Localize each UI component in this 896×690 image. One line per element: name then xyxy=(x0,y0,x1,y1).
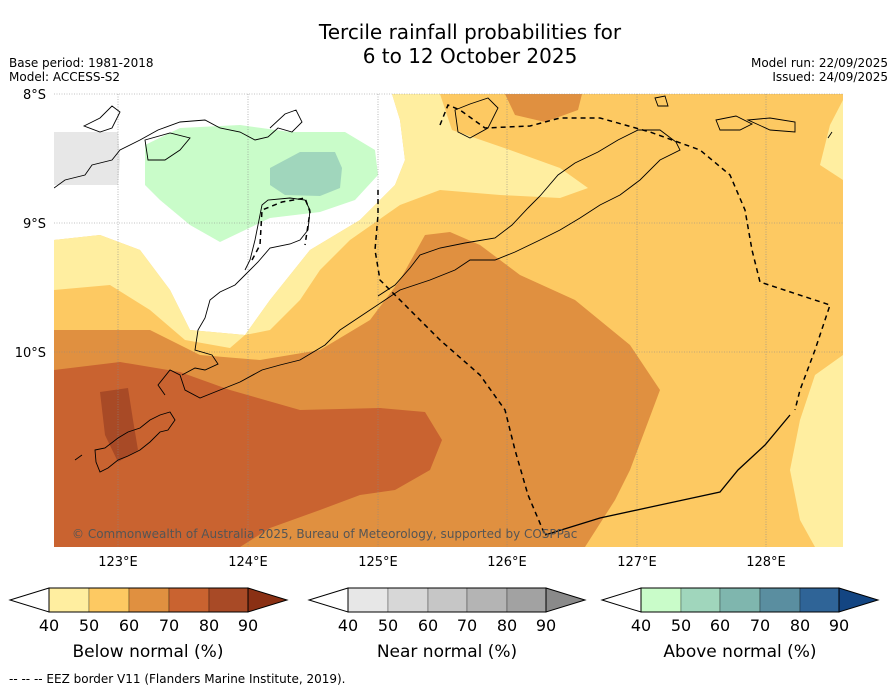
lon-label-123e: 123°E xyxy=(98,555,138,570)
lat-label-8s: 8°S xyxy=(23,88,46,103)
copyright-text: © Commonwealth of Australia 2025, Bureau… xyxy=(72,527,577,541)
colorbar-below-tick: 70 xyxy=(159,616,179,635)
colorbar-near-label: Near normal (%) xyxy=(377,642,517,662)
lat-label-9s: 9°S xyxy=(23,217,46,232)
field-below-40-50-west xyxy=(54,235,245,348)
lon-label-125e: 125°E xyxy=(358,555,398,570)
field-near-40-50 xyxy=(54,132,120,185)
colorbar-below-tick: 50 xyxy=(79,616,99,635)
lon-label-128e: 128°E xyxy=(746,555,786,570)
colorbar-below: 40 50 60 70 80 90 Below normal (%) xyxy=(8,587,289,662)
colorbar-above-swatch xyxy=(759,587,801,613)
colorbar-below-label: Below normal (%) xyxy=(73,642,224,662)
coast-flores-alor xyxy=(54,105,303,189)
colorbar-near-tick: 80 xyxy=(497,616,517,635)
meta-left: Base period: 1981-2018 Model: ACCESS-S2 xyxy=(9,56,154,84)
field-below-60-70-north xyxy=(505,94,582,122)
lon-label-126e: 126°E xyxy=(487,555,527,570)
colorbar-above-tick: 60 xyxy=(710,616,730,635)
colorbar-near-swatch xyxy=(347,587,389,613)
colorbar-below-swatch xyxy=(168,587,210,613)
coast-wetar xyxy=(454,97,499,139)
coastlines xyxy=(54,95,833,473)
footer-eez-note: -- -- -- EEZ border V11 (Flanders Marine… xyxy=(9,672,346,686)
colorbar-above-tick: 70 xyxy=(750,616,770,635)
colorbar-near-swatch xyxy=(466,587,508,613)
colorbar-below-swatch xyxy=(88,587,130,613)
colorbar-near-swatch xyxy=(387,587,429,613)
map-title: Tercile rainfall probabilities for 6 to … xyxy=(0,20,896,68)
meta-right: Model run: 22/09/2025 Issued: 24/09/2025 xyxy=(751,56,888,84)
colorbar-above-tick: 90 xyxy=(829,616,849,635)
eez-solid-segment xyxy=(544,414,791,536)
field-below-40-50 xyxy=(245,94,588,335)
colorbar-near-arrow-right xyxy=(545,587,587,613)
coast-rote xyxy=(74,411,176,473)
colorbar-near-tick: 50 xyxy=(378,616,398,635)
model-run: Model run: 22/09/2025 xyxy=(750,56,888,70)
field-above-50-60 xyxy=(270,152,342,196)
coast-timor-north xyxy=(181,197,311,376)
issued-date: Issued: 24/09/2025 xyxy=(772,70,888,84)
colorbar-below-tick: 90 xyxy=(238,616,258,635)
colorbar-below-tick: 60 xyxy=(119,616,139,635)
colorbar-below-arrow-left xyxy=(8,587,50,613)
eez-border xyxy=(251,104,831,536)
gridlines xyxy=(54,93,843,547)
colorbar-near-swatch xyxy=(427,587,468,613)
colorbar-above-tick: 40 xyxy=(631,616,651,635)
colorbar-above-swatch xyxy=(640,587,682,613)
colorbar-below-tick: 80 xyxy=(199,616,219,635)
coast-islands-east xyxy=(654,95,833,139)
field-below-80-90 xyxy=(100,388,138,462)
colorbar-near-tick: 40 xyxy=(338,616,358,635)
colorbar-near-arrow-left xyxy=(307,587,349,613)
colorbar-near-swatch xyxy=(506,587,547,613)
colorbar-below-swatch xyxy=(128,587,170,613)
base-period: Base period: 1981-2018 xyxy=(9,56,154,70)
colorbar-below-swatch xyxy=(208,587,249,613)
colorbar-above: 40 50 60 70 80 90 Above normal (%) xyxy=(600,587,880,662)
colorbar-below-arrow-right xyxy=(247,587,289,613)
colorbar-above-label: Above normal (%) xyxy=(663,642,816,662)
colorbar-above-swatch xyxy=(799,587,840,613)
colorbar-above-arrow-right xyxy=(838,587,880,613)
colorbar-above-tick: 80 xyxy=(790,616,810,635)
colorbar-above-tick: 50 xyxy=(671,616,691,635)
colorbar-near: 40 50 60 70 80 90 Near normal (%) xyxy=(307,587,587,662)
field-below-40-50-east xyxy=(790,100,843,547)
colorbar-above-swatch xyxy=(680,587,721,613)
colorbar-above-arrow-left xyxy=(600,587,642,613)
colorbar-above-swatch xyxy=(719,587,761,613)
colorbar-below-tick: 40 xyxy=(39,616,59,635)
model-name: Model: ACCESS-S2 xyxy=(9,70,121,84)
lon-label-127e: 127°E xyxy=(617,555,657,570)
colorbar-near-tick: 60 xyxy=(418,616,438,635)
colorbar-near-tick: 90 xyxy=(536,616,556,635)
colorbar-near-tick: 70 xyxy=(457,616,477,635)
title-line-2: 6 to 12 October 2025 xyxy=(362,44,578,68)
colorbar-below-swatch xyxy=(48,587,90,613)
coast-timor xyxy=(157,129,681,399)
title-line-1: Tercile rainfall probabilities for xyxy=(318,20,622,44)
lon-label-124e: 124°E xyxy=(228,555,268,570)
probability-fields xyxy=(54,94,843,547)
lat-label-10s: 10°S xyxy=(15,346,46,361)
